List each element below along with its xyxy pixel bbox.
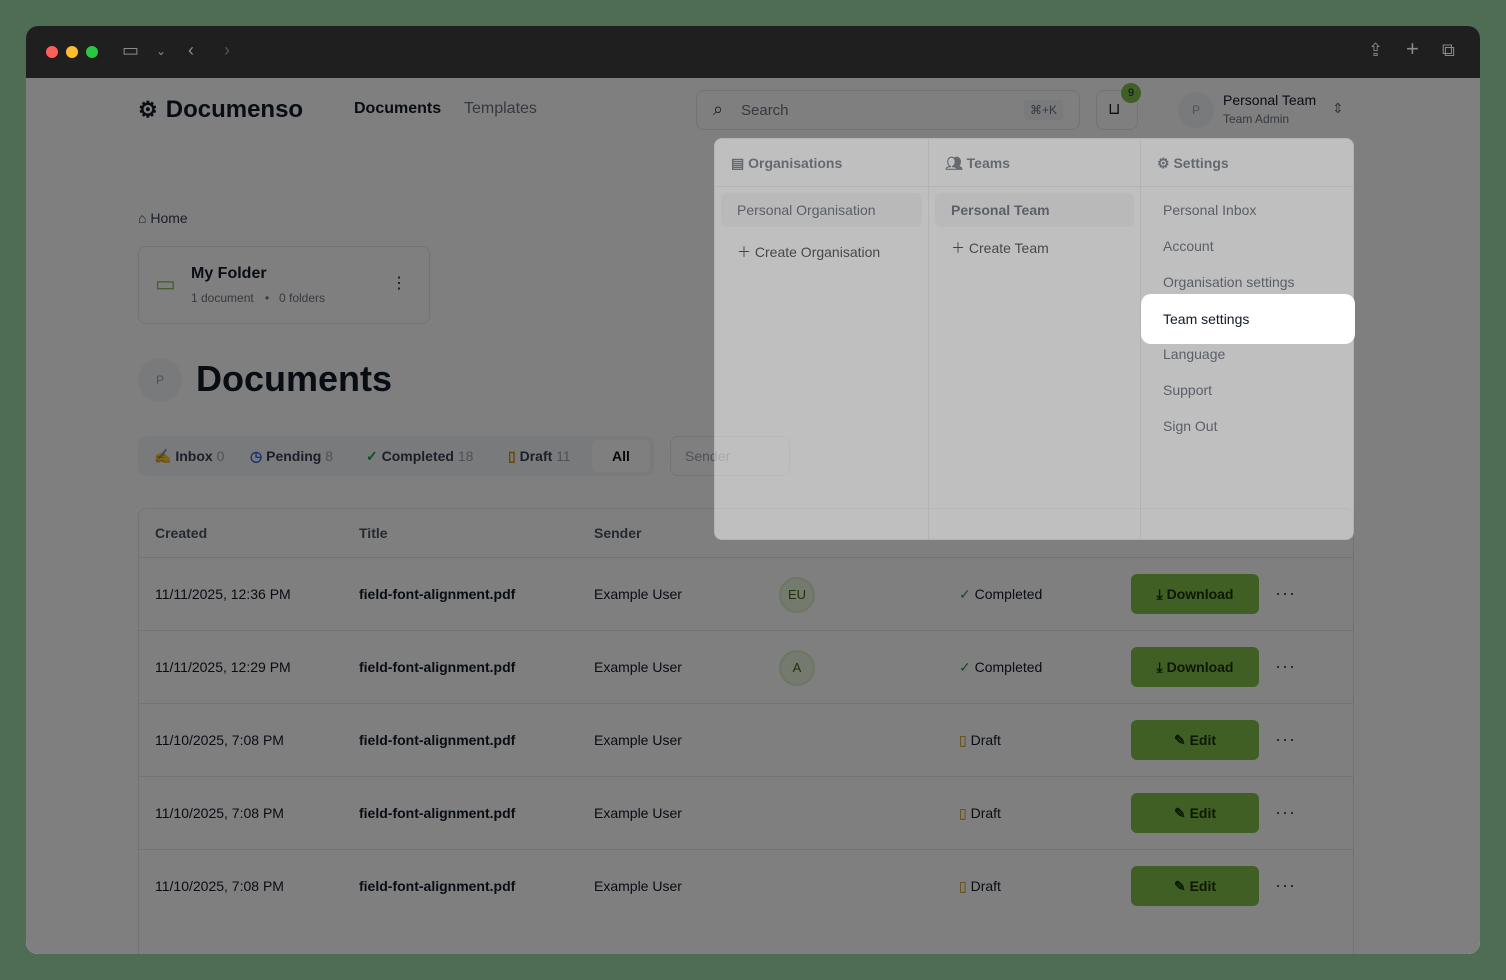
share-icon[interactable]: ⇪ bbox=[1368, 40, 1384, 60]
title-bar: ▭ ⌄ ‹ › ⇪ + ⧉ bbox=[26, 26, 1480, 78]
browser-window: ▭ ⌄ ‹ › ⇪ + ⧉ ⚙Documenso Documents Templ… bbox=[26, 26, 1480, 954]
tabs-overview-icon[interactable]: ⧉ bbox=[1442, 40, 1455, 60]
zoom-window-button[interactable] bbox=[86, 46, 98, 58]
new-tab-icon[interactable]: + bbox=[1406, 36, 1419, 61]
close-window-button[interactable] bbox=[46, 46, 58, 58]
menu-item-team-settings[interactable]: Team settings bbox=[1143, 296, 1353, 342]
forward-icon[interactable]: › bbox=[224, 40, 230, 60]
chevron-down-icon[interactable]: ⌄ bbox=[156, 44, 167, 58]
sidebar-toggle-icon[interactable]: ▭ bbox=[122, 40, 140, 60]
minimize-window-button[interactable] bbox=[66, 46, 78, 58]
modal-overlay[interactable] bbox=[26, 26, 1480, 954]
back-icon[interactable]: ‹ bbox=[188, 40, 194, 60]
